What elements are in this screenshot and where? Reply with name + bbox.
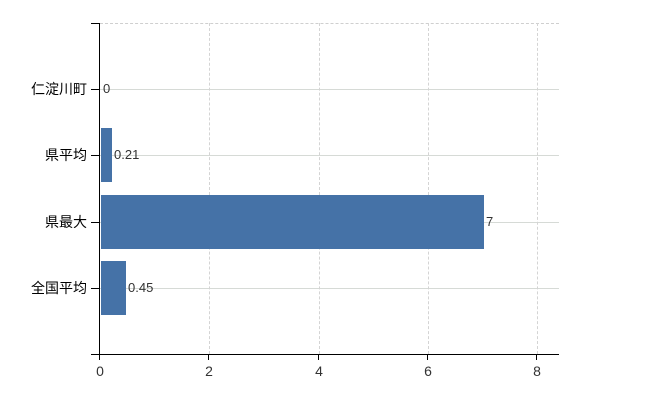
- v-gridline: [209, 23, 210, 354]
- x-axis-tick: [208, 355, 209, 360]
- v-gridline: [537, 23, 538, 354]
- y-axis-tick: [91, 89, 99, 90]
- v-gridline: [428, 23, 429, 354]
- value-label: 0: [103, 81, 111, 96]
- bar: [101, 261, 126, 315]
- x-tick-label: 8: [533, 363, 541, 379]
- h-gridline: [100, 155, 559, 156]
- x-axis-tick: [318, 355, 319, 360]
- bar: [101, 128, 112, 182]
- x-axis-tick: [427, 355, 428, 360]
- y-axis-tick: [91, 288, 99, 289]
- y-axis-tick: [91, 155, 99, 156]
- v-gridline: [319, 23, 320, 354]
- x-axis-tick: [536, 355, 537, 360]
- category-label: 全国平均: [31, 280, 87, 296]
- x-axis-line: [99, 354, 559, 355]
- h-gridline: [100, 89, 559, 90]
- y-axis-tick: [91, 23, 99, 24]
- x-tick-label: 0: [96, 363, 104, 379]
- value-label: 0.45: [128, 280, 154, 295]
- x-tick-label: 6: [424, 363, 432, 379]
- x-tick-label: 4: [315, 363, 323, 379]
- category-label: 県最大: [45, 214, 87, 230]
- category-label: 仁淀川町: [31, 81, 87, 97]
- x-axis-tick: [99, 355, 100, 360]
- x-tick-label: 2: [205, 363, 213, 379]
- y-axis-tick: [91, 222, 99, 223]
- plot-top-border: [100, 23, 559, 24]
- y-axis-line: [99, 23, 100, 355]
- category-label: 県平均: [45, 147, 87, 163]
- y-axis-tick: [91, 354, 99, 355]
- value-label: 0.21: [114, 147, 140, 162]
- value-label: 7: [486, 214, 494, 229]
- h-gridline: [100, 288, 559, 289]
- bar: [101, 195, 484, 249]
